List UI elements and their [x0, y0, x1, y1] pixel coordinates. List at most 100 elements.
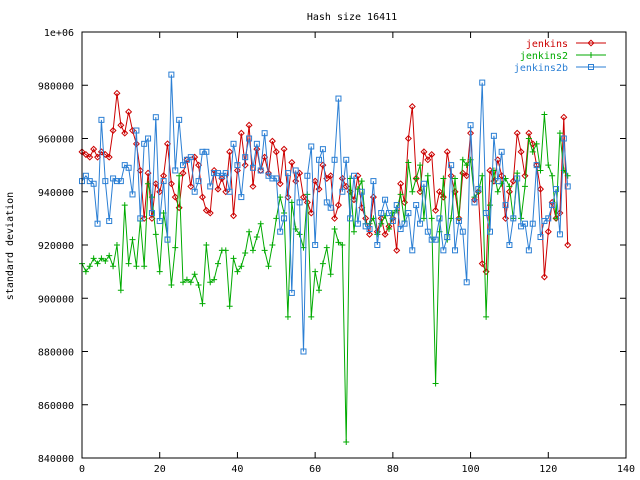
data-point: [319, 146, 326, 153]
data-point: [439, 193, 447, 201]
data-point: [230, 140, 237, 147]
data-point: [82, 150, 90, 158]
data-point: [117, 287, 124, 294]
data-point: [230, 212, 238, 220]
data-point: [521, 183, 528, 190]
data-point: [435, 188, 443, 196]
data-point: [273, 215, 280, 222]
data-point: [490, 167, 497, 174]
data-point: [183, 276, 190, 283]
data-point: [478, 260, 486, 268]
data-point: [502, 214, 510, 222]
data-point: [253, 145, 261, 153]
data-point: [560, 167, 567, 174]
data-point: [475, 186, 482, 193]
data-point: [203, 242, 210, 248]
data-point: [207, 183, 214, 190]
data-point: [316, 156, 323, 163]
x-tick-label: 100: [462, 464, 480, 475]
x-tick-label: 20: [154, 464, 166, 475]
data-point: [424, 228, 431, 235]
data-point: [459, 169, 467, 177]
data-point: [257, 220, 264, 227]
data-point: [549, 172, 556, 179]
data-point: [514, 170, 521, 177]
data-point: [405, 210, 412, 217]
data-point: [588, 52, 594, 58]
data-point: [319, 260, 326, 267]
data-point: [327, 271, 334, 278]
data-point: [370, 178, 377, 185]
data-point: [180, 279, 187, 286]
series-layer: [78, 71, 572, 446]
data-point: [253, 140, 260, 147]
data-point: [94, 220, 101, 227]
data-point: [436, 215, 443, 222]
data-point: [408, 103, 416, 111]
data-point: [397, 191, 404, 198]
data-point: [319, 161, 327, 169]
data-point: [443, 148, 451, 156]
data-point: [121, 129, 129, 137]
data-point: [242, 249, 249, 256]
data-point: [117, 178, 124, 185]
data-point: [339, 188, 346, 195]
data-point: [533, 140, 540, 147]
y-axis-label: standard deviation: [5, 192, 16, 300]
y-tick-label: 940000: [38, 188, 74, 199]
data-point: [187, 182, 195, 190]
data-point: [432, 236, 439, 243]
data-point: [167, 180, 175, 188]
x-tick-label: 80: [387, 464, 399, 475]
data-point: [463, 279, 470, 286]
data-point: [90, 180, 97, 187]
data-point: [331, 226, 338, 233]
x-tick-label: 60: [309, 464, 321, 475]
data-point: [86, 153, 94, 161]
data-point: [133, 127, 140, 134]
data-point: [215, 260, 221, 267]
data-point: [168, 71, 175, 78]
data-point: [420, 215, 427, 222]
data-point: [160, 178, 167, 185]
data-point: [452, 247, 459, 254]
data-point: [311, 177, 319, 185]
data-point: [129, 191, 136, 198]
data-point: [343, 156, 350, 163]
data-point: [385, 226, 392, 233]
data-point: [94, 260, 101, 267]
data-point: [323, 244, 330, 251]
data-point: [156, 188, 164, 196]
data-point: [246, 228, 253, 235]
data-point: [121, 202, 128, 209]
data-point: [385, 210, 392, 217]
data-point: [517, 148, 525, 156]
data-point: [152, 180, 160, 188]
data-point: [113, 242, 120, 248]
data-point: [545, 215, 552, 222]
y-tick-label: 840000: [38, 454, 74, 465]
data-point: [506, 242, 513, 248]
data-point: [529, 140, 537, 148]
data-point: [327, 172, 335, 180]
data-point: [296, 231, 303, 238]
data-point: [369, 193, 377, 201]
data-point: [211, 170, 218, 177]
data-point: [486, 166, 494, 174]
data-point: [463, 162, 470, 169]
data-point: [113, 89, 121, 97]
data-point: [94, 153, 102, 161]
data-point: [553, 186, 560, 193]
data-point: [269, 242, 276, 248]
data-point: [152, 231, 159, 238]
data-point: [218, 174, 226, 182]
data-point: [129, 236, 136, 243]
data-point: [242, 154, 249, 161]
data-point: [494, 178, 501, 185]
data-point: [420, 180, 427, 187]
chart-title: Hash size 16411: [307, 12, 397, 23]
data-point: [172, 244, 179, 251]
series-jenkins2b: [79, 71, 571, 355]
data-point: [440, 175, 447, 182]
